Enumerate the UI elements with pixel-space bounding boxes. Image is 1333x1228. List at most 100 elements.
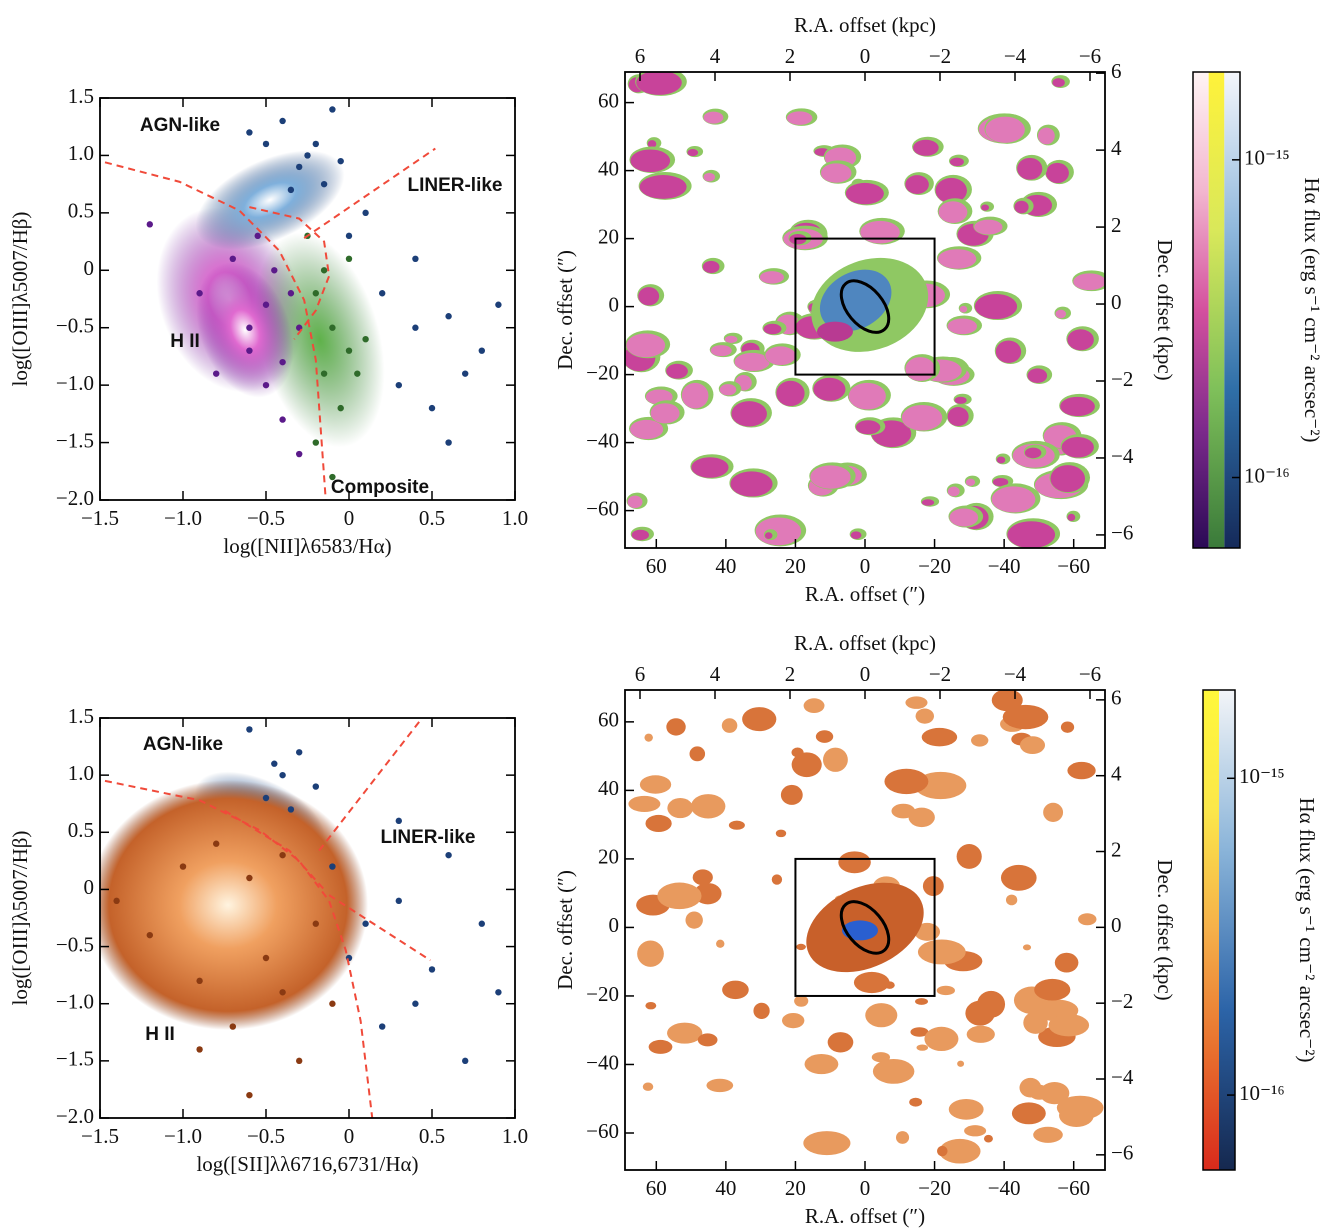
emission-blob [949, 508, 978, 526]
emission-blob [938, 249, 976, 268]
x2-tick-label: −4 [1004, 44, 1027, 68]
x-tick-label: 40 [715, 554, 736, 578]
point [479, 921, 485, 927]
emission-blob [794, 995, 808, 1006]
x2-tick-label: −2 [929, 44, 951, 68]
y-tick-label: 40 [598, 776, 619, 800]
point [346, 233, 352, 239]
emission-blob [691, 457, 728, 477]
emission-blob [645, 815, 671, 832]
point [296, 1058, 302, 1064]
emission-blob [960, 306, 967, 313]
emission-blob [905, 696, 927, 709]
point [230, 1023, 236, 1029]
y2-tick-label: 4 [1111, 136, 1122, 160]
emission-blob [950, 158, 964, 167]
point [246, 875, 252, 881]
point [321, 370, 327, 376]
x-tick-label: −20 [918, 1176, 951, 1200]
emission-blob [860, 221, 900, 244]
emission-blob [1055, 310, 1066, 319]
emission-blob [1073, 273, 1106, 290]
emission-blob [1017, 158, 1042, 180]
colorbar-tick-label: 10⁻¹⁶ [1244, 463, 1290, 487]
emission-blob [996, 340, 1021, 363]
point [263, 795, 269, 801]
emission-blob [722, 718, 738, 733]
emission-blob [854, 972, 890, 993]
point [279, 852, 285, 858]
point [246, 129, 252, 135]
y-tick-label: 0 [84, 256, 95, 280]
x2-tick-label: 2 [785, 662, 796, 686]
point [329, 325, 335, 331]
emission-blob [1019, 1078, 1041, 1098]
y2-tick-label: −6 [1111, 1141, 1133, 1165]
emission-blob [1014, 201, 1028, 214]
emission-blob [765, 346, 795, 365]
x-axis-label: R.A. offset (″) [805, 1204, 925, 1228]
emission-blob [1034, 979, 1070, 1001]
emission-blob [992, 689, 1023, 711]
point [346, 347, 352, 353]
point [396, 382, 402, 388]
emission-blob [1062, 437, 1094, 458]
emission-blob [1049, 1014, 1090, 1036]
point [288, 290, 294, 296]
emission-blob [796, 944, 806, 950]
point [113, 898, 119, 904]
emission-blob [787, 111, 812, 125]
emission-blob [626, 333, 665, 357]
x2-tick-label: 6 [635, 44, 646, 68]
emission-blob [742, 707, 776, 731]
emission-blob [763, 324, 781, 334]
point [288, 806, 294, 812]
point [313, 921, 319, 927]
point [246, 726, 252, 732]
panel: H IIAGN-likeLINER-like−1.5−1.0−0.500.51.… [8, 704, 528, 1176]
emission-blob [1067, 329, 1094, 350]
point [279, 989, 285, 995]
emission-blob [949, 1099, 984, 1120]
emission-blob [905, 175, 928, 194]
colorbar-label: Hα flux (erg s⁻¹ cm⁻² arcsec⁻²) [1300, 177, 1324, 442]
x-tick-label: 20 [785, 554, 806, 578]
emission-blob [687, 149, 698, 156]
emission-blob [776, 381, 804, 406]
emission-blob [851, 531, 862, 539]
point [495, 989, 501, 995]
emission-blob [756, 517, 801, 545]
x2-tick-label: −2 [929, 662, 951, 686]
region-label: AGN-like [140, 115, 220, 136]
emission-blob [1061, 721, 1074, 732]
emission-blob [957, 1061, 964, 1067]
point [246, 325, 252, 331]
emission-blob [1025, 448, 1042, 459]
emission-blob [865, 1003, 897, 1027]
x-tick-label: −1.0 [164, 1124, 202, 1148]
y-tick-label: −1.5 [56, 1047, 94, 1071]
emission-blob [924, 1027, 958, 1051]
emission-blob [693, 869, 713, 885]
emission-blob [1007, 521, 1055, 548]
point [296, 164, 302, 170]
emission-blob [716, 940, 724, 948]
y-tick-label: −1.0 [56, 990, 94, 1014]
plot-area [628, 689, 1103, 1163]
point [230, 256, 236, 262]
emission-blob [813, 378, 845, 401]
emission-blob [643, 1082, 653, 1090]
emission-blob [981, 204, 989, 210]
point [346, 256, 352, 262]
region-label: LINER-like [407, 175, 502, 196]
emission-blob [1067, 762, 1095, 779]
point [196, 1046, 202, 1052]
colorbar-tick-label: 10⁻¹⁵ [1244, 146, 1290, 170]
emission-blob [821, 163, 852, 182]
point [329, 863, 335, 869]
y-tick-label: 0.5 [68, 199, 94, 223]
y-axis-label: Dec. offset (″) [553, 250, 577, 370]
colorbar-strip [1193, 72, 1209, 548]
y-tick-label: 0 [609, 913, 620, 937]
plot-area [88, 720, 502, 1118]
